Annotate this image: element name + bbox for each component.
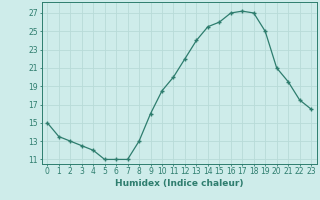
X-axis label: Humidex (Indice chaleur): Humidex (Indice chaleur) (115, 179, 244, 188)
